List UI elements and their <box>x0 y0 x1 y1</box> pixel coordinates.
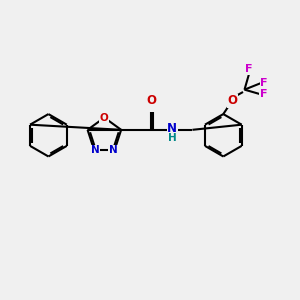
Text: F: F <box>245 64 253 74</box>
Text: O: O <box>100 112 109 123</box>
Text: N: N <box>109 145 118 155</box>
Text: F: F <box>260 89 267 99</box>
Text: H: H <box>168 133 177 143</box>
Text: O: O <box>146 94 156 107</box>
Text: N: N <box>167 122 177 135</box>
Text: O: O <box>227 94 237 107</box>
Text: N: N <box>91 145 100 155</box>
Text: F: F <box>260 78 268 88</box>
